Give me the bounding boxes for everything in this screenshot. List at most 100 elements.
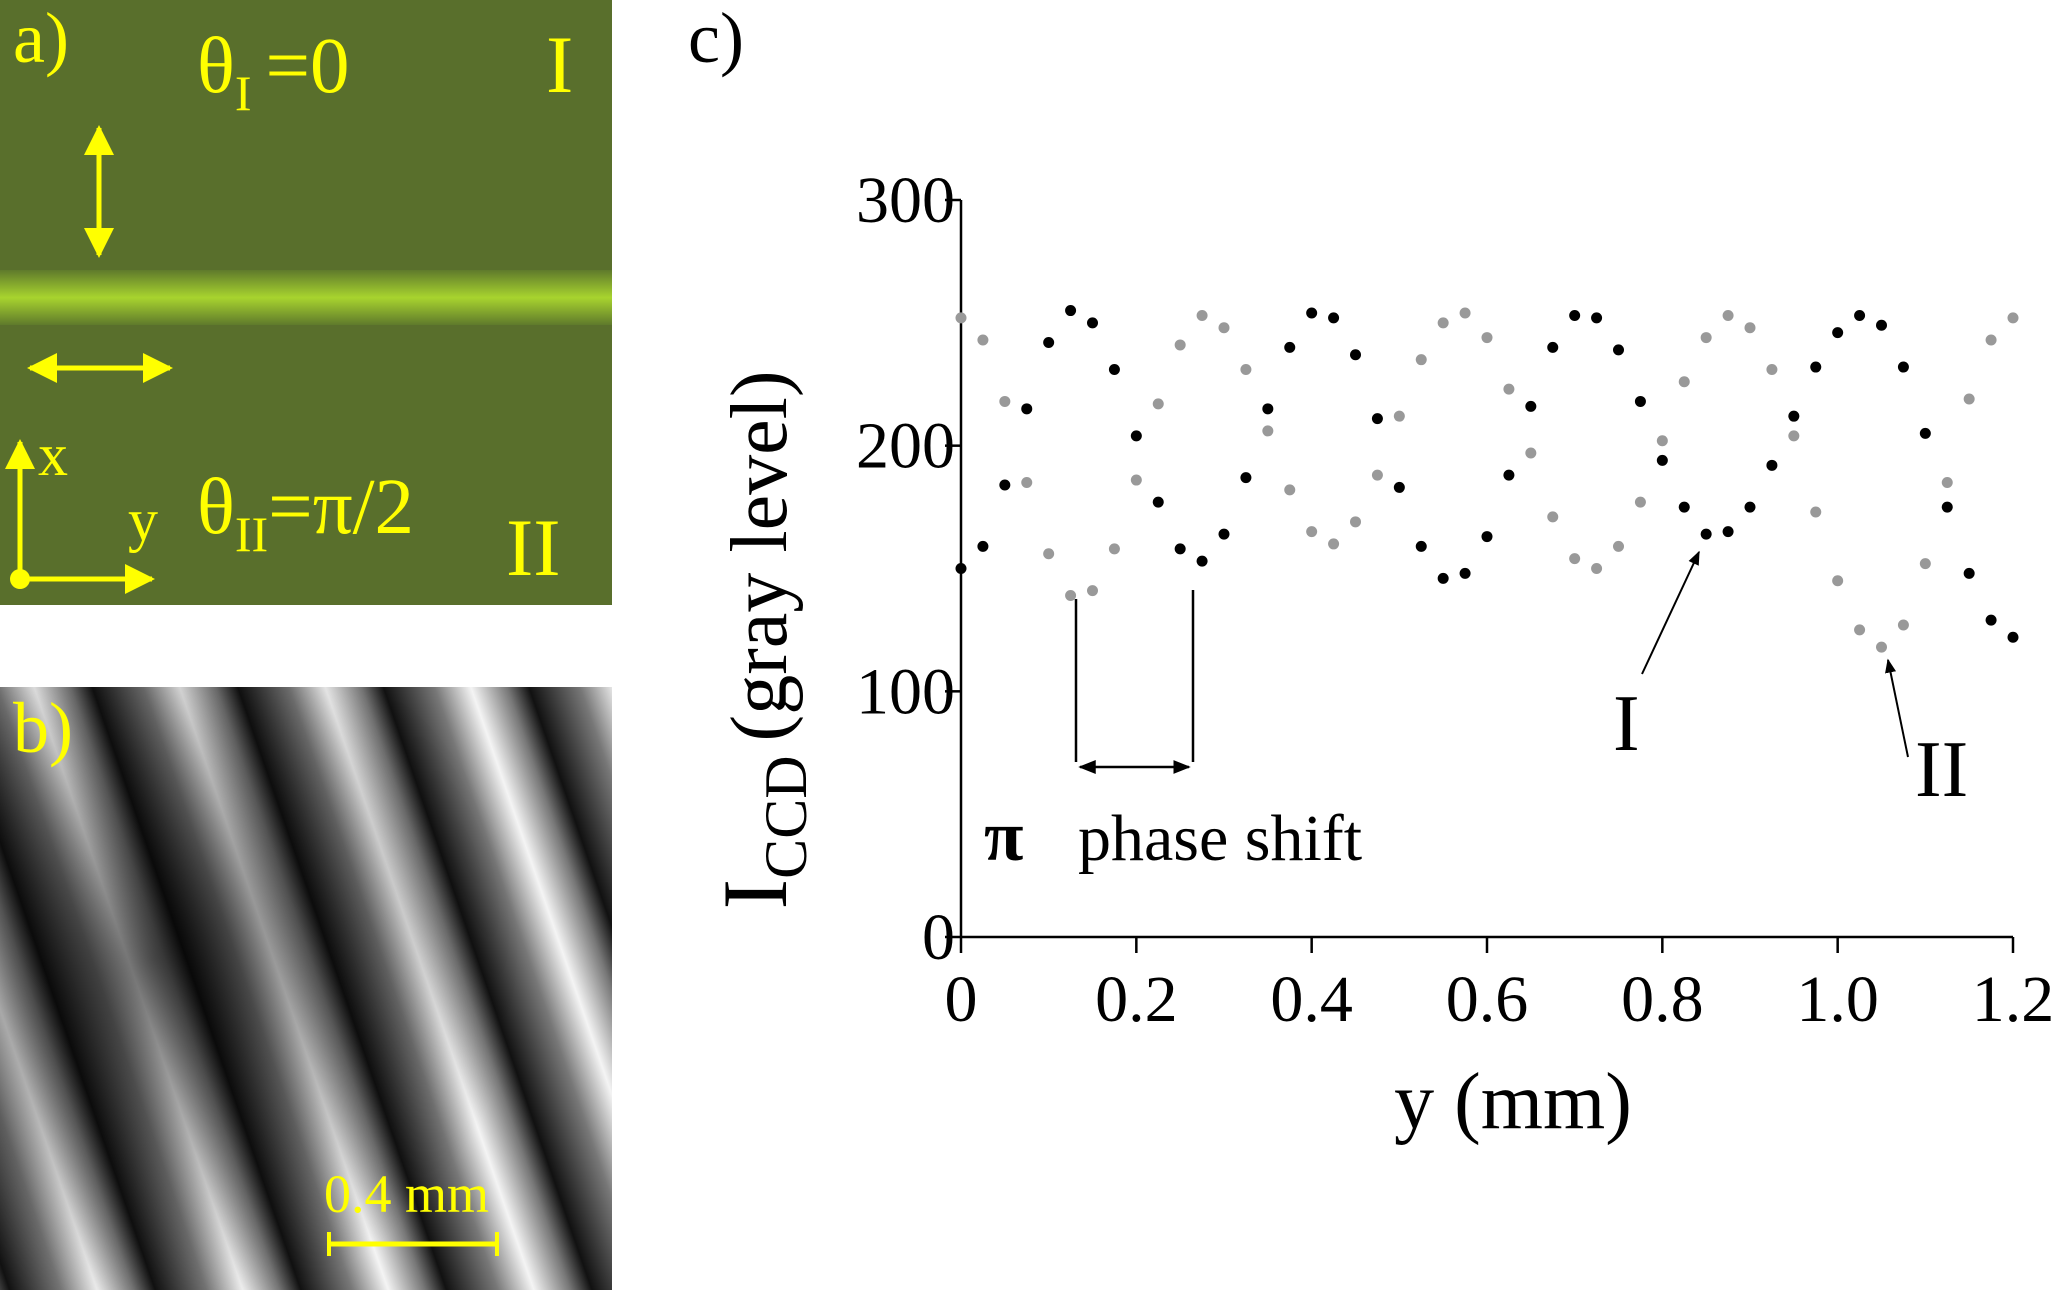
- data-point: [1459, 307, 1471, 319]
- data-point: [1043, 336, 1055, 348]
- data-point: [1108, 543, 1120, 555]
- x-tick-label: 0.4: [1270, 963, 1353, 1036]
- data-point: [1547, 511, 1559, 523]
- data-point: [1963, 567, 1975, 579]
- y-tick-label: 100: [856, 655, 955, 728]
- data-point: [1722, 309, 1734, 321]
- data-point: [1218, 528, 1230, 540]
- panel-c: c) y (mm) ICCD(gray level) π phase shift…: [688, 0, 2054, 1146]
- axis-label: y: [128, 487, 158, 553]
- scale-bar-label: 0.4 mm: [324, 1164, 489, 1224]
- data-point: [1525, 400, 1537, 412]
- data-point: [1678, 501, 1690, 513]
- data-point: [1503, 469, 1515, 481]
- ylabel-rest: (gray level): [716, 371, 804, 742]
- curve-label: I: [1613, 680, 1640, 768]
- data-point: [1415, 540, 1427, 552]
- subscript: I: [235, 65, 252, 121]
- data-point: [1897, 361, 1909, 373]
- data-point: [999, 395, 1011, 407]
- panel-a: a) θI =0 I θII=π/2 II x y: [0, 0, 612, 605]
- data-point: [1284, 341, 1296, 353]
- data-point: [1854, 624, 1866, 636]
- data-point: [1854, 309, 1866, 321]
- annotation-symbol: π: [984, 796, 1023, 876]
- region-label: I: [546, 19, 573, 110]
- data-point: [999, 479, 1011, 491]
- theta: θ: [197, 464, 235, 551]
- data-point: [977, 334, 989, 346]
- data-point: [955, 312, 967, 324]
- value: =0: [266, 23, 350, 110]
- data-point: [977, 540, 989, 552]
- x-axis-label: y (mm): [1394, 1058, 1632, 1146]
- y-tick-label: 0: [922, 901, 955, 974]
- data-point: [1613, 540, 1624, 552]
- origin: [10, 569, 30, 589]
- data-point: [2007, 631, 2019, 643]
- data-point: [1415, 354, 1427, 366]
- data-point: [1240, 472, 1252, 484]
- data-point: [1284, 484, 1296, 496]
- panel-label: a): [13, 0, 69, 78]
- value: =π/2: [268, 464, 414, 551]
- data-point: [1634, 395, 1646, 407]
- data-point: [1108, 364, 1120, 376]
- data-point: [1350, 516, 1361, 528]
- data-point: [1941, 477, 1953, 489]
- ylabel-main: I: [704, 879, 806, 910]
- data-point: [1700, 332, 1712, 344]
- subscript: II: [235, 506, 268, 562]
- data-point: [1569, 553, 1581, 565]
- data-point: [1832, 575, 1844, 587]
- data-point: [1656, 435, 1668, 447]
- data-point: [1503, 383, 1515, 395]
- x-tick-label: 0: [945, 963, 978, 1036]
- data-point: [1897, 619, 1909, 631]
- data-point: [1788, 430, 1800, 442]
- data-point: [1985, 614, 1997, 626]
- theta: θ: [197, 23, 235, 110]
- data-point: [1328, 312, 1340, 324]
- data-point: [1547, 341, 1559, 353]
- data-point: [1766, 364, 1778, 376]
- data-point: [1218, 322, 1230, 334]
- data-point: [1262, 425, 1274, 437]
- y-tick-label: 200: [856, 410, 955, 483]
- panel-label: c): [688, 0, 744, 78]
- curve-label-arrow: [1641, 550, 1700, 675]
- data-point: [1591, 563, 1603, 574]
- theta-label: θI =0: [197, 23, 350, 121]
- data-point: [1810, 506, 1822, 518]
- data-point: [1876, 641, 1887, 653]
- data-point: [1700, 528, 1712, 540]
- data-point: [1766, 459, 1778, 471]
- curve-label-arrow: [1885, 658, 1909, 758]
- bright-line: [0, 270, 612, 325]
- data-point: [1350, 349, 1361, 361]
- data-point: [1240, 364, 1252, 376]
- data-point: [1087, 585, 1098, 597]
- data-point: [1656, 454, 1668, 466]
- data-point: [1043, 548, 1055, 560]
- region-label: II: [506, 502, 561, 593]
- data-point: [1722, 526, 1734, 538]
- data-point: [1832, 327, 1844, 339]
- x-tick-label: 1.0: [1796, 963, 1879, 1036]
- x-tick-label: 1.2: [1972, 963, 2055, 1036]
- data-point: [1591, 312, 1603, 324]
- data-point: [1569, 309, 1581, 321]
- data-point: [1393, 410, 1405, 422]
- data-point: [1941, 501, 1953, 513]
- data-point: [1810, 361, 1822, 373]
- data-point: [1788, 410, 1800, 422]
- data-point: [1437, 572, 1449, 584]
- data-point: [1393, 481, 1405, 493]
- data-point: [1152, 398, 1164, 410]
- data-point: [1262, 403, 1274, 415]
- data-point: [1152, 496, 1164, 508]
- x-tick-label: 0.2: [1095, 963, 1178, 1036]
- data-point: [1744, 501, 1756, 513]
- data-point: [1306, 307, 1318, 319]
- curve-label: II: [1915, 726, 1968, 814]
